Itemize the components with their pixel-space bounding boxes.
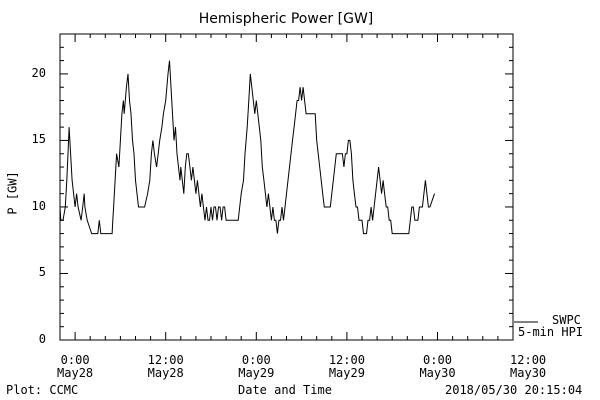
footer-plot-source: Plot: CCMC	[6, 383, 79, 397]
series-line-swpc	[59, 60, 435, 235]
y-tick-label: 5	[38, 265, 46, 280]
x-tick-label-time: 0:00	[423, 353, 452, 367]
x-tick-label-time: 12:00	[328, 353, 365, 367]
legend-label-hpi: 5-min HPI	[518, 325, 584, 339]
y-tick-label: 15	[31, 132, 46, 147]
x-axis-ticks	[59, 34, 514, 340]
x-tick-label-date: May29	[238, 366, 275, 380]
y-tick-label: 0	[38, 332, 46, 346]
x-tick-label-time: 12:00	[510, 353, 547, 367]
chart-title: Hemispheric Power [GW]	[198, 11, 374, 27]
x-axis-label: Date and Time	[238, 383, 332, 397]
y-axis-ticks	[60, 46, 513, 341]
x-tick-label-time: 12:00	[147, 353, 184, 367]
y-axis-label: P [GW]	[5, 171, 20, 215]
x-tick-label-time: 0:00	[241, 353, 271, 367]
y-tick-label: 10	[31, 198, 46, 213]
x-tick-label-date: May28	[147, 366, 184, 380]
y-tick-label: 20	[31, 65, 46, 80]
x-tick-label-date: May30	[510, 366, 547, 380]
x-tick-label-date: May28	[57, 366, 94, 380]
x-tick-label-date: May29	[328, 366, 365, 380]
x-tick-label-date: May30	[419, 366, 456, 380]
legend-label-swpc: SWPC	[552, 313, 581, 327]
x-tick-label-time: 0:00	[60, 353, 90, 367]
footer-timestamp: 2018/05/30 20:15:04	[445, 383, 583, 397]
